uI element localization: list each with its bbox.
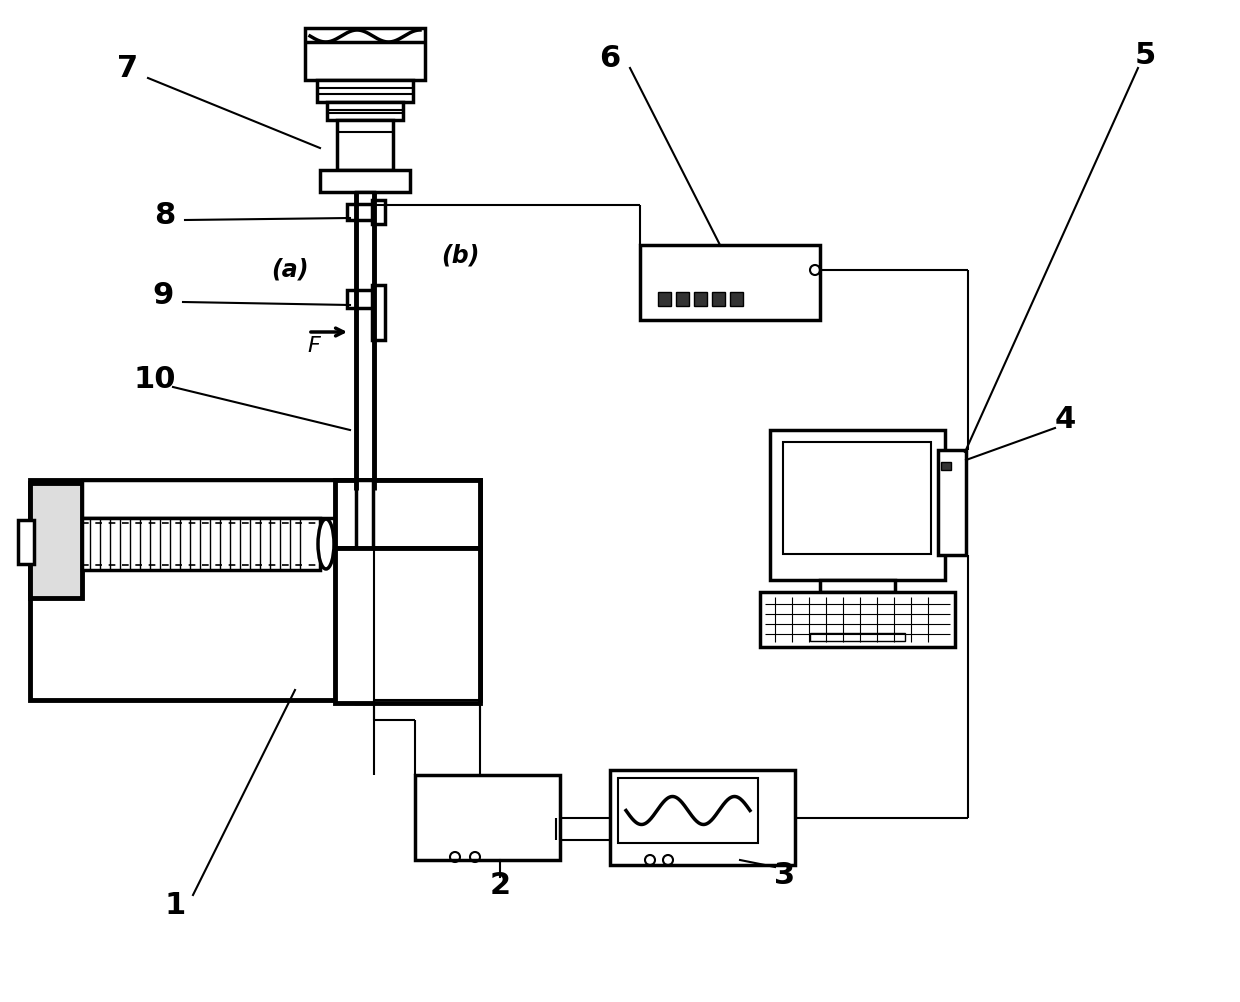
Bar [941, 462, 951, 470]
Text: 7: 7 [118, 53, 139, 82]
Bar [356, 192, 374, 490]
Bar [694, 292, 707, 306]
Bar [317, 80, 413, 102]
Bar [347, 204, 383, 220]
Bar [820, 580, 895, 592]
Text: 3: 3 [775, 861, 796, 890]
Ellipse shape [317, 519, 334, 569]
Text: 2: 2 [490, 871, 511, 900]
Bar [372, 285, 384, 340]
Bar [82, 518, 320, 570]
Text: 10: 10 [134, 366, 176, 395]
Bar [30, 483, 82, 598]
Text: $F$: $F$ [308, 336, 322, 356]
Bar [372, 200, 384, 224]
Bar [30, 480, 480, 700]
Bar [618, 778, 758, 843]
Bar [305, 28, 425, 80]
Bar [730, 292, 743, 306]
Text: 8: 8 [154, 200, 176, 229]
Bar [335, 548, 480, 703]
Text: 6: 6 [599, 43, 621, 72]
Bar [760, 592, 955, 647]
Bar [770, 430, 945, 580]
Bar [810, 633, 905, 641]
Text: 1: 1 [165, 891, 186, 920]
Text: (a): (a) [272, 258, 309, 282]
Text: 4: 4 [1054, 406, 1075, 435]
Bar [347, 290, 383, 308]
Bar [337, 120, 393, 170]
Bar [19, 520, 33, 564]
Bar [327, 102, 403, 120]
Bar [676, 292, 689, 306]
Bar [782, 442, 931, 554]
Bar [712, 292, 725, 306]
Bar [640, 245, 820, 320]
Bar [610, 770, 795, 865]
Bar [937, 450, 966, 555]
Bar [415, 775, 560, 860]
Bar [320, 170, 410, 192]
Bar [335, 480, 480, 548]
Text: 9: 9 [153, 281, 174, 310]
Bar [82, 480, 379, 518]
Bar [356, 548, 373, 703]
Text: (b): (b) [440, 243, 479, 267]
Bar [658, 292, 671, 306]
Bar [356, 480, 373, 548]
Text: 5: 5 [1135, 40, 1156, 69]
